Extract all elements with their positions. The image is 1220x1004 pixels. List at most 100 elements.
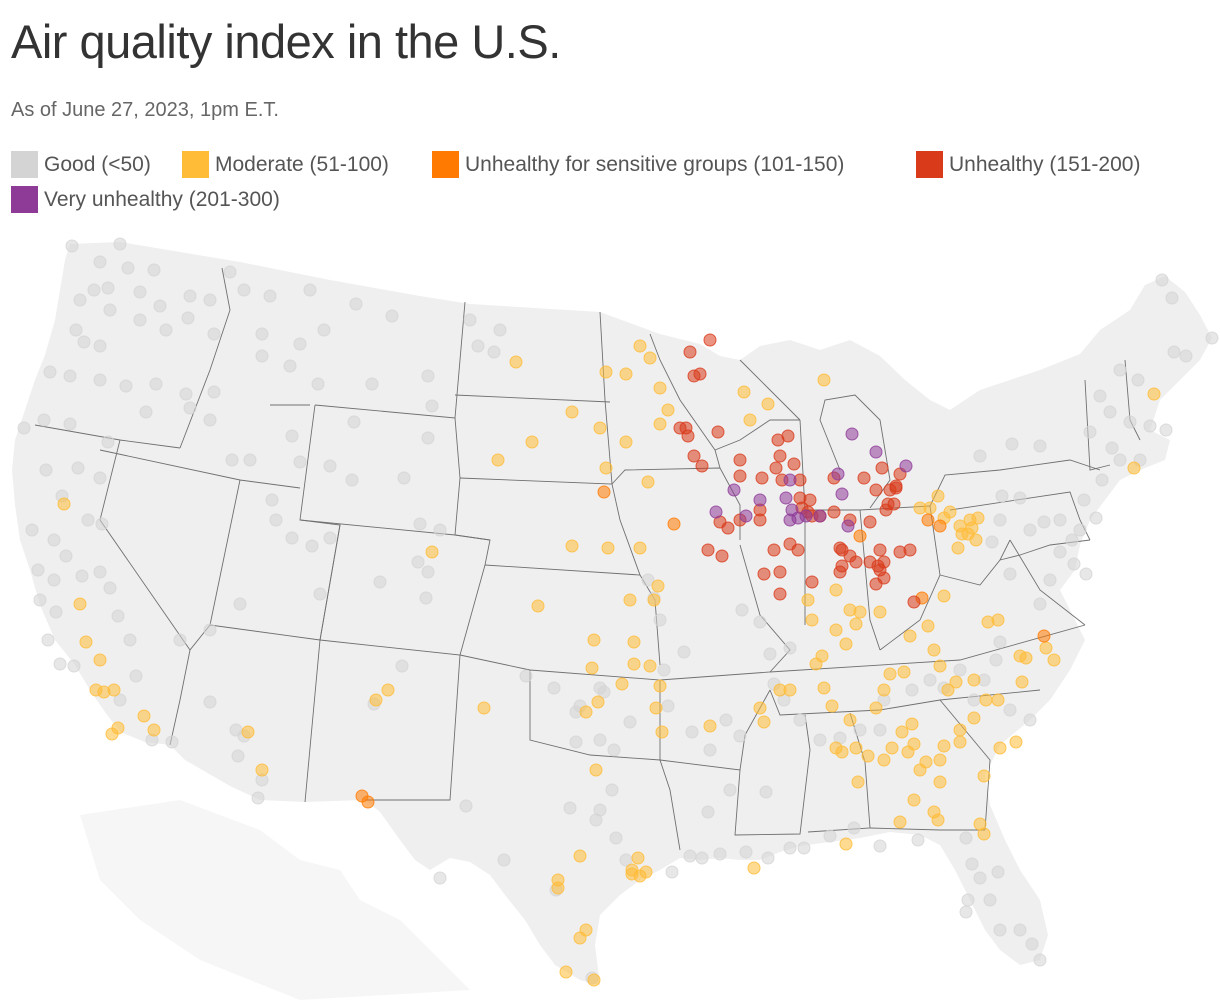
station-dot-good: [153, 299, 167, 313]
station-dot-good: [607, 743, 621, 757]
station-dot-moderate: [953, 723, 967, 737]
station-dot-unhealthy: [755, 471, 769, 485]
legend-label-unhealthy: Unhealthy (151-200): [949, 152, 1141, 176]
station-dot-good: [65, 239, 79, 253]
station-dot-good: [593, 803, 607, 817]
station-dot-good: [995, 489, 1009, 503]
station-dot-unhealthy: [695, 459, 709, 473]
page-subtitle: As of June 27, 2023, 1pm E.T.: [11, 99, 279, 121]
station-dot-good: [1033, 597, 1047, 611]
legend-swatch-usg: [432, 151, 459, 178]
station-dot-good: [233, 597, 247, 611]
station-dot-good: [623, 715, 637, 729]
station-dot-moderate: [615, 677, 629, 691]
station-dot-good: [1123, 415, 1137, 429]
station-dot-good: [609, 831, 623, 845]
station-dot-moderate: [937, 739, 951, 753]
station-dot-unhealthy: [879, 503, 893, 517]
station-dot-unhealthy: [869, 483, 883, 497]
station-dot-good: [1003, 567, 1017, 581]
station-dot-unhealthy: [733, 469, 747, 483]
station-dot-moderate: [579, 705, 593, 719]
station-dot-moderate: [829, 623, 843, 637]
station-dot-good: [31, 563, 45, 577]
station-dot-good: [421, 431, 435, 445]
station-dot-moderate: [623, 593, 637, 607]
station-dot-moderate: [1039, 641, 1053, 655]
station-dot-good: [641, 573, 655, 587]
station-dot-moderate: [627, 657, 641, 671]
station-dot-good: [181, 311, 195, 325]
station-dot-good: [983, 893, 997, 907]
station-dot-good: [223, 265, 237, 279]
station-dot-good: [1037, 515, 1051, 529]
station-dot-good: [683, 849, 697, 863]
station-dot-moderate: [967, 711, 981, 725]
station-dot-good: [991, 865, 1005, 879]
station-dot-unhealthy: [721, 521, 735, 535]
station-dot-unhealthy: [753, 513, 767, 527]
station-dot-good: [665, 865, 679, 879]
station-dot-moderate: [653, 417, 667, 431]
legend-item-unhealthy: Unhealthy (151-200): [916, 151, 1140, 178]
station-dot-good: [735, 603, 749, 617]
station-dot-good: [759, 785, 773, 799]
station-dot-moderate: [903, 629, 917, 643]
station-dot-moderate: [425, 545, 439, 559]
station-dot-moderate: [839, 837, 853, 851]
station-dot-good: [203, 623, 217, 637]
station-dot-unhealthy: [773, 587, 787, 601]
station-dot-good: [487, 345, 501, 359]
station-dot-good: [1077, 493, 1091, 507]
station-dot-moderate: [861, 749, 875, 763]
station-dot-good: [793, 713, 807, 727]
station-dot-good: [63, 417, 77, 431]
station-dot-moderate: [931, 489, 945, 503]
station-dot-good: [139, 405, 153, 419]
station-dot-moderate: [885, 741, 899, 755]
station-dot-moderate: [57, 497, 71, 511]
legend-label-good: Good (<50): [44, 152, 151, 176]
station-dot-good: [797, 841, 811, 855]
station-dot-good: [159, 323, 173, 337]
station-dot-moderate: [979, 693, 993, 707]
station-dot-good: [1131, 373, 1145, 387]
station-dot-moderate: [933, 775, 947, 789]
station-dot-moderate: [953, 735, 967, 749]
station-dot-good: [133, 285, 147, 299]
station-dot-unhealthy: [693, 367, 707, 381]
station-dot-good: [63, 369, 77, 383]
station-dot-good: [255, 327, 269, 341]
legend-label-usg: Unhealthy for sensitive groups (101-150): [465, 152, 845, 176]
station-dot-very-unhealthy: [899, 459, 913, 473]
station-dot-good: [207, 327, 221, 341]
station-dot-good: [165, 735, 179, 749]
station-dot-moderate: [927, 643, 941, 657]
station-dot-good: [471, 339, 485, 353]
station-dot-good: [243, 453, 257, 467]
station-dot-good: [911, 833, 925, 847]
station-dot-good: [317, 323, 331, 337]
station-dot-good: [657, 663, 671, 677]
station-dot-moderate: [381, 683, 395, 697]
station-dot-moderate: [869, 701, 883, 715]
station-dot-moderate: [559, 965, 573, 979]
station-dot-unhealthy: [835, 543, 849, 557]
station-dot-moderate: [619, 367, 633, 381]
legend-label-very-unhealthy: Very unhealthy (201-300): [44, 187, 280, 211]
station-dot-good: [59, 549, 73, 563]
station-dot-good: [1083, 425, 1097, 439]
station-dot-good: [413, 517, 427, 531]
station-dot-good: [43, 365, 57, 379]
station-dot-unhealthy: [715, 549, 729, 563]
station-dot-good: [989, 653, 1003, 667]
station-dot-moderate: [601, 541, 615, 555]
station-dot-good: [653, 613, 667, 627]
station-dot-unhealthy: [683, 345, 697, 359]
station-dot-unhealthy: [757, 567, 771, 581]
station-dot-moderate: [897, 665, 911, 679]
station-dot-good: [41, 633, 55, 647]
station-dot-moderate: [627, 635, 641, 649]
station-dot-good: [993, 635, 1007, 649]
station-dot-moderate: [255, 763, 269, 777]
